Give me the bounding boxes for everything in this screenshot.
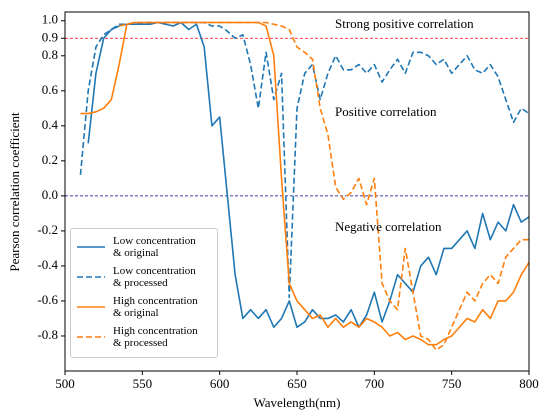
legend-item: High concentration & processed	[75, 325, 213, 349]
x-tick-label: 700	[365, 376, 385, 391]
annotation: Strong positive correlation	[335, 16, 474, 31]
legend-swatch	[77, 276, 105, 278]
annotation: Positive correlation	[335, 104, 437, 119]
y-tick-label: -0.6	[37, 292, 58, 307]
y-tick-label: -0.2	[37, 222, 58, 237]
y-tick-label: 0.0	[42, 187, 58, 202]
y-tick-label: -0.8	[37, 327, 58, 342]
y-tick-label: 0.9	[42, 29, 58, 44]
series-line	[87, 21, 530, 329]
y-tick-label: 0.6	[42, 82, 59, 97]
legend-swatch	[77, 336, 105, 338]
legend-label: High concentration & original	[113, 295, 198, 319]
y-axis-label: Pearson correlation coefficient	[7, 112, 22, 272]
legend-item: Low concentration & processed	[75, 265, 213, 289]
x-tick-label: 650	[287, 376, 307, 391]
y-tick-label: 1.0	[42, 12, 58, 27]
legend-item: High concentration & original	[75, 295, 213, 319]
legend-label: Low concentration & original	[113, 235, 196, 259]
y-tick-label: 0.2	[42, 152, 58, 167]
x-tick-label: 600	[210, 376, 230, 391]
x-tick-label: 550	[133, 376, 153, 391]
legend-label: High concentration & processed	[113, 325, 198, 349]
legend-swatch	[77, 306, 105, 308]
series-line	[118, 21, 529, 351]
x-tick-label: 800	[519, 376, 539, 391]
legend-swatch	[77, 246, 105, 248]
legend-label: Low concentration & processed	[113, 265, 196, 289]
y-tick-label: 0.8	[42, 47, 58, 62]
x-axis-label: Wavelength(nm)	[253, 395, 340, 410]
annotation: Negative correlation	[335, 219, 442, 234]
x-tick-label: 750	[442, 376, 462, 391]
legend: Low concentration & original Low concentr…	[70, 228, 218, 358]
y-tick-label: -0.4	[37, 257, 58, 272]
y-tick-label: 0.4	[42, 117, 59, 132]
x-tick-label: 500	[55, 376, 75, 391]
legend-item: Low concentration & original	[75, 235, 213, 259]
